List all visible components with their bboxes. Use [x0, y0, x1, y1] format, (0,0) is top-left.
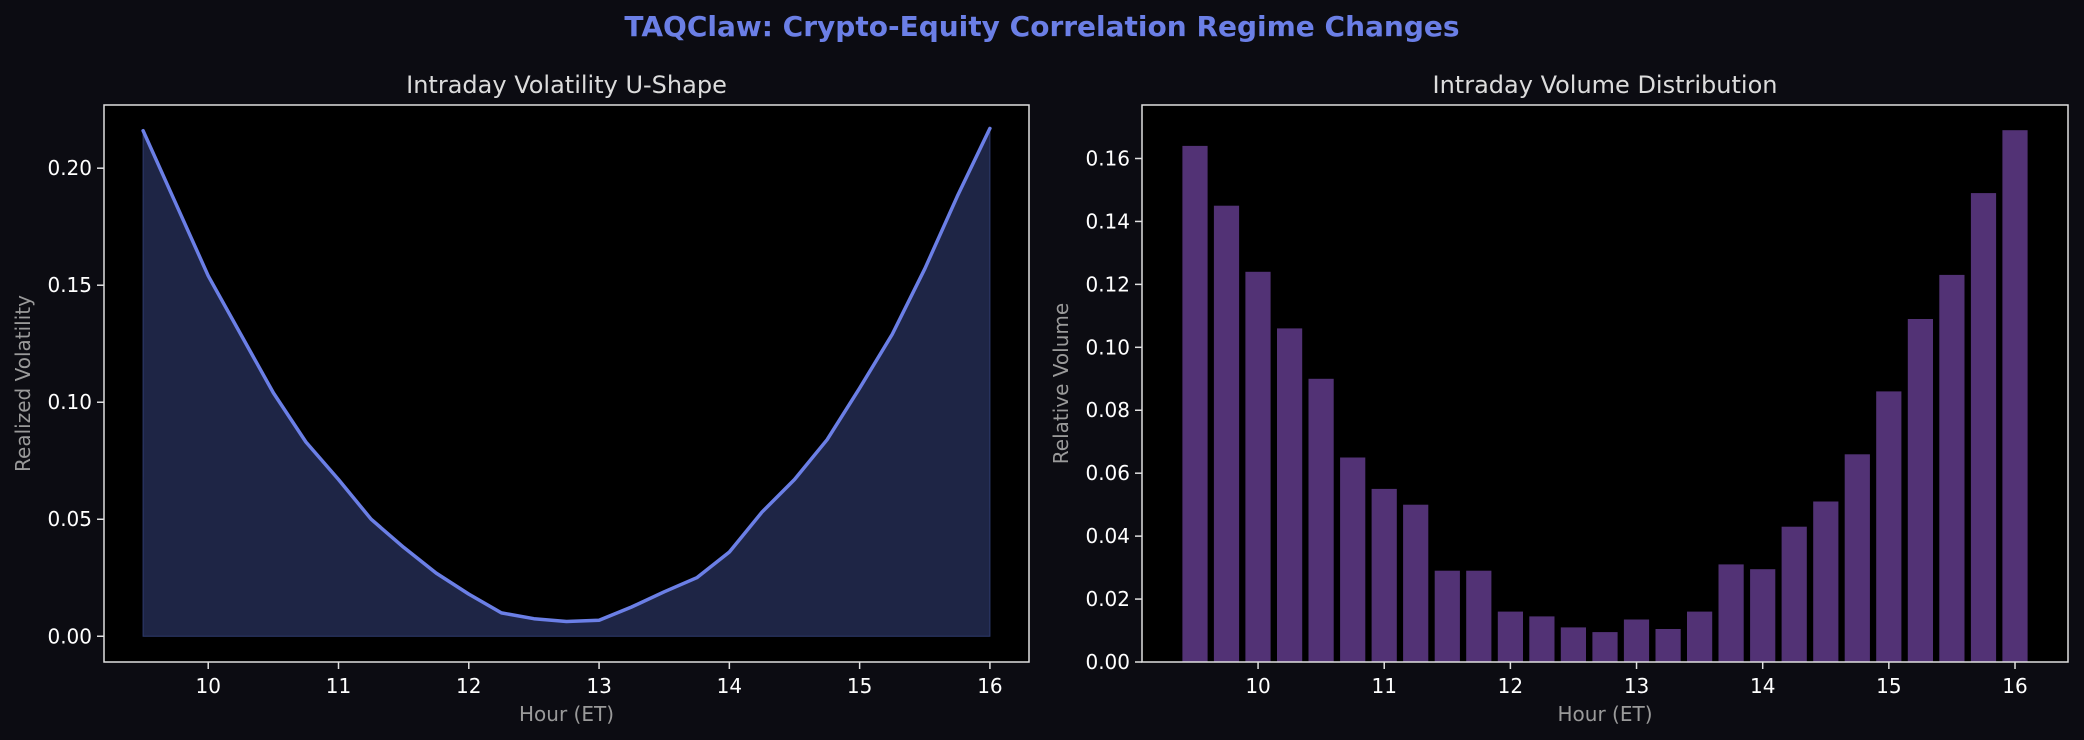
volatility-y-tick-label: 0.20	[47, 156, 92, 180]
volatility-x-tick-label: 16	[977, 674, 1002, 698]
volume-bar	[1718, 564, 1744, 662]
volatility-x-tick-label: 13	[586, 674, 611, 698]
volume-bar	[1939, 274, 1965, 662]
volatility-x-tick-label: 12	[456, 674, 481, 698]
volume-bar	[1277, 328, 1303, 662]
figure-title: TAQClaw: Crypto-Equity Correlation Regim…	[624, 10, 1460, 43]
volume-bar	[1781, 526, 1807, 662]
volume-bar	[1371, 488, 1397, 662]
volume-bar	[1497, 611, 1523, 662]
volume-bar	[1182, 145, 1208, 662]
volume-x-tick-label: 10	[1245, 674, 1270, 698]
volume-bar	[1813, 501, 1839, 662]
volume-y-axis-label: Relative Volume	[1049, 303, 1073, 464]
volume-y-tick-label: 0.00	[1085, 650, 1130, 674]
volatility-y-tick-label: 0.05	[47, 507, 92, 531]
volatility-panel-title: Intraday Volatility U-Shape	[406, 71, 727, 99]
volatility-x-tick-label: 10	[195, 674, 220, 698]
volume-axes-frame	[1141, 104, 2069, 663]
volume-bar	[1560, 627, 1586, 662]
volume-x-axis-label: Hour (ET)	[1558, 702, 1653, 726]
volatility-y-tick-label: 0.00	[47, 624, 92, 648]
volume-y-tick-label: 0.08	[1085, 398, 1130, 422]
volume-y-tick-label: 0.16	[1085, 146, 1130, 170]
volume-bar	[1592, 632, 1618, 662]
volatility-y-tick-label: 0.10	[47, 390, 92, 414]
volume-bar	[1529, 616, 1555, 662]
volume-y-tick-label: 0.12	[1085, 272, 1130, 296]
volume-bar	[2002, 130, 2028, 662]
volume-panel: Intraday Volume Distribution Hour (ET) R…	[1049, 71, 2069, 726]
volume-y-tick-label: 0.02	[1085, 587, 1130, 611]
volume-x-tick-label: 15	[1876, 674, 1901, 698]
volume-y-tick-label: 0.10	[1085, 335, 1130, 359]
volume-x-tick-label: 12	[1498, 674, 1523, 698]
volatility-axes-frame	[103, 104, 1030, 663]
volatility-panel: Intraday Volatility U-Shape Hour (ET) Re…	[11, 71, 1030, 726]
volume-bar	[1750, 569, 1776, 662]
volume-y-tick-label: 0.14	[1085, 209, 1130, 233]
volatility-y-axis-label: Realized Volatility	[11, 295, 35, 472]
volume-bar	[1970, 193, 1997, 662]
volume-bar	[1466, 570, 1492, 662]
volume-bar	[1623, 619, 1650, 662]
volume-bar	[1213, 205, 1240, 662]
volume-bar	[1687, 611, 1713, 662]
volume-y-tick-label: 0.04	[1085, 524, 1130, 548]
volume-bar	[1245, 271, 1271, 662]
volume-x-tick-label: 14	[1750, 674, 1775, 698]
volume-bar	[1434, 570, 1460, 662]
volume-y-tick-label: 0.06	[1085, 461, 1130, 485]
volume-bar	[1876, 391, 1902, 662]
volume-x-tick-label: 11	[1371, 674, 1396, 698]
volume-bar	[1844, 454, 1870, 662]
volatility-x-tick-label: 15	[847, 674, 872, 698]
volume-bar	[1308, 378, 1334, 662]
volume-bar	[1403, 504, 1429, 662]
volume-x-tick-label: 13	[1624, 674, 1649, 698]
volatility-x-axis-label: Hour (ET)	[519, 702, 614, 726]
volume-bar	[1907, 319, 1933, 662]
volatility-x-tick-label: 11	[326, 674, 351, 698]
volume-panel-title: Intraday Volume Distribution	[1433, 71, 1778, 99]
volatility-x-tick-label: 14	[717, 674, 742, 698]
volume-bar	[1340, 457, 1366, 662]
volume-bar	[1655, 629, 1681, 662]
volume-x-tick-label: 16	[2002, 674, 2027, 698]
volatility-y-tick-label: 0.15	[47, 273, 92, 297]
